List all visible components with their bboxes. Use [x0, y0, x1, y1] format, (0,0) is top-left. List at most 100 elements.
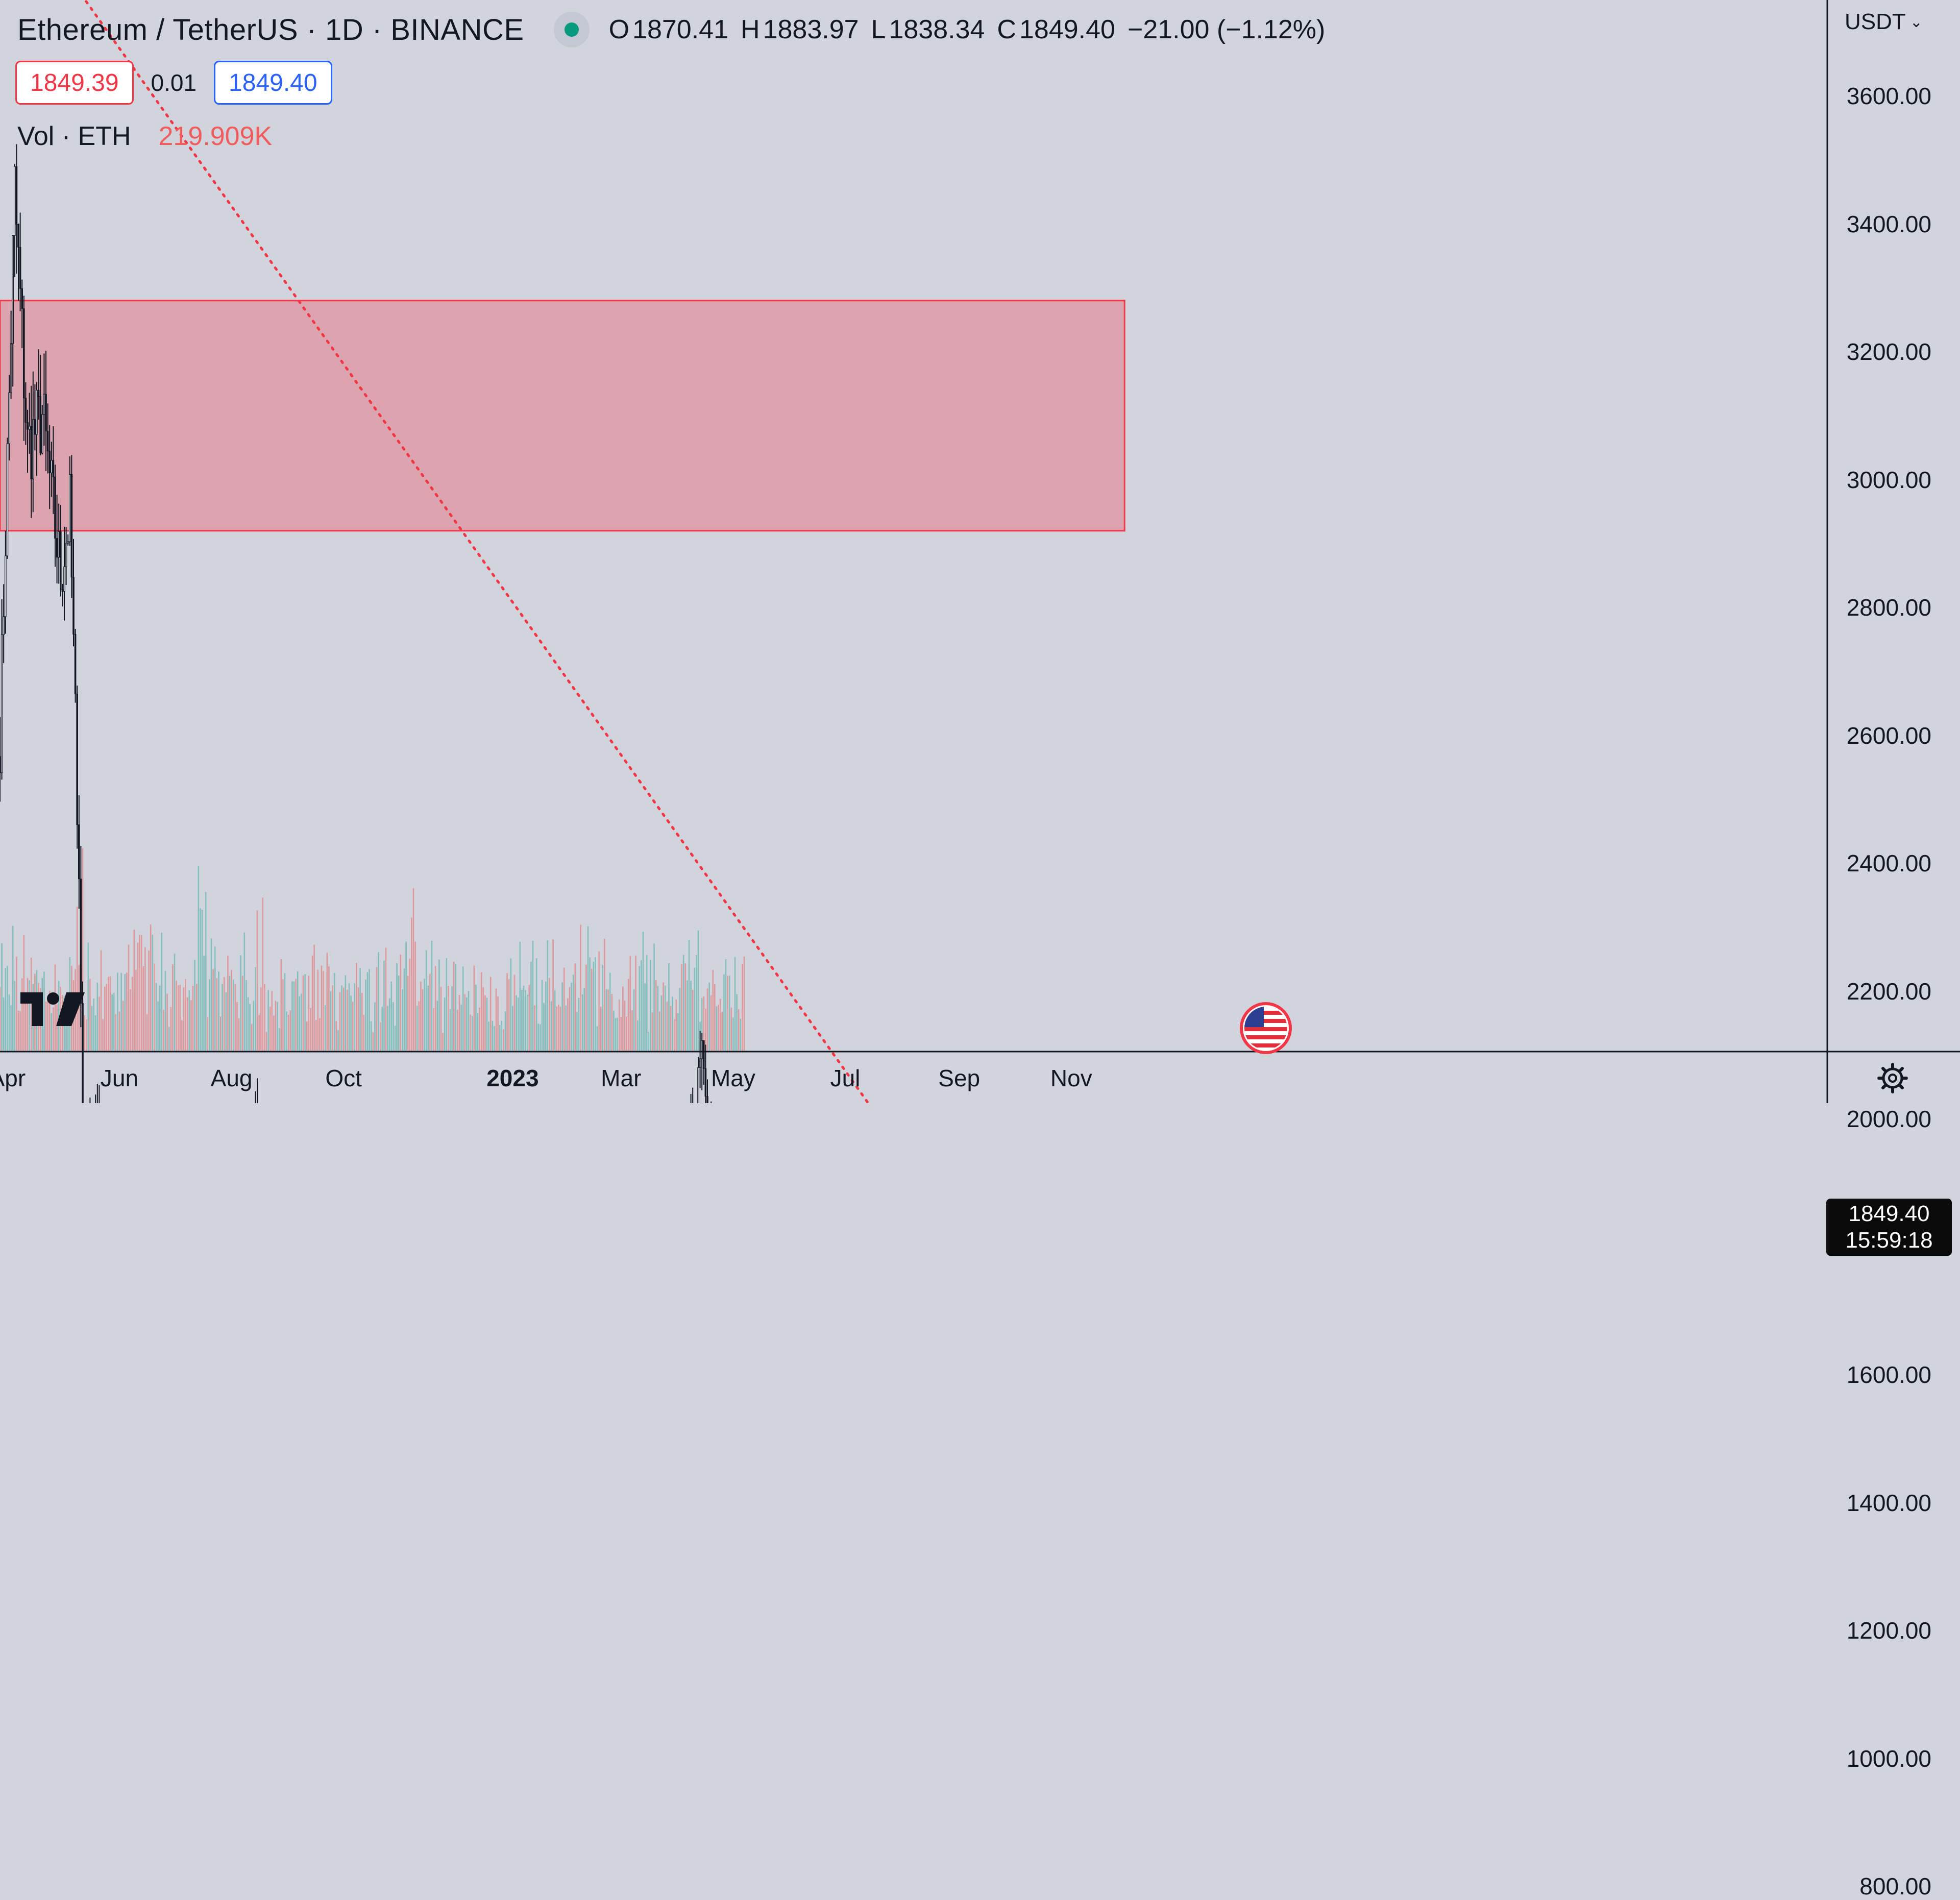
price-tick-label: 2200.00	[1846, 978, 1931, 1005]
candle-body	[28, 426, 31, 430]
candle-body	[48, 451, 51, 473]
candle-body	[703, 1040, 705, 1069]
tradingview-logo-icon[interactable]	[20, 992, 85, 1026]
candles	[0, 144, 712, 1103]
candle-body	[51, 460, 53, 473]
candle-body	[10, 343, 12, 393]
candle-body	[23, 308, 25, 399]
candle-body	[704, 1068, 707, 1097]
price-tick-label: 1000.00	[1846, 1745, 1931, 1772]
candle-body	[37, 389, 40, 397]
candle-body	[17, 224, 19, 248]
price-tick-label: 2400.00	[1846, 850, 1931, 876]
time-tick-label: Apr	[0, 1065, 26, 1091]
volume-bars	[0, 848, 745, 1051]
candle-body	[67, 541, 69, 544]
sell-button[interactable]: 1849.39	[15, 61, 134, 105]
ohlc-low: L 1838.34	[871, 15, 985, 44]
candle-body	[5, 555, 7, 617]
time-tick-label: Oct	[325, 1065, 362, 1091]
market-status-indicator[interactable]	[553, 12, 590, 47]
ohlc-open: O 1870.41	[608, 15, 728, 44]
time-tick-label: Jul	[830, 1065, 861, 1091]
price-tick-label: 1200.00	[1846, 1617, 1931, 1644]
last-price-value: 1849.40	[1848, 1201, 1930, 1226]
candle-body	[24, 398, 27, 423]
candle-body	[1, 634, 3, 773]
price-chart[interactable]	[0, 0, 1960, 1103]
ohlc-high: H 1883.97	[741, 15, 859, 44]
volume-label: Vol · ETH	[17, 121, 131, 151]
candle-body	[74, 634, 77, 695]
gear-icon[interactable]	[1877, 1063, 1908, 1093]
candle-body	[78, 824, 80, 880]
symbol-legend[interactable]: Ethereum / TetherUS · 1D · BINANCE O 1870…	[17, 10, 1325, 49]
bid-ask-panel: 1849.39 0.01 1849.40	[15, 60, 332, 105]
volume-value: 219.909K	[158, 121, 273, 151]
candle-body	[60, 531, 62, 590]
candle-body	[3, 616, 5, 635]
price-tick-label: 2800.00	[1846, 594, 1931, 621]
candle-body	[12, 235, 14, 344]
candle-body	[697, 1067, 699, 1103]
candle-body	[34, 419, 36, 435]
candle-body	[80, 879, 82, 1004]
candle-body	[72, 577, 75, 635]
candle-body	[82, 1003, 84, 1103]
price-tick-label: 1400.00	[1846, 1489, 1931, 1516]
candle-body	[30, 426, 33, 479]
candle-body	[701, 1040, 703, 1059]
us-flag-icon[interactable]	[1239, 1002, 1292, 1055]
currency-selector[interactable]: USDT ⌄	[1845, 9, 1923, 35]
candle-body	[70, 474, 73, 578]
candle-body	[14, 166, 16, 236]
candle-body	[706, 1096, 708, 1103]
time-tick-label: Mar	[601, 1065, 642, 1091]
candle-body	[699, 1058, 701, 1068]
trendline	[83, 0, 870, 1103]
price-tick-label: 2000.00	[1846, 1106, 1931, 1132]
candle-body	[45, 394, 47, 431]
price-tick-label: 800.00	[1859, 1873, 1931, 1899]
candle-body	[52, 460, 55, 477]
candle-body	[0, 756, 1, 773]
bar-countdown: 15:59:18	[1845, 1227, 1933, 1253]
candle-body	[32, 419, 34, 479]
price-tick-label: 1600.00	[1846, 1361, 1931, 1388]
zones	[0, 300, 1125, 532]
candle-body	[56, 538, 58, 558]
buy-button[interactable]: 1849.40	[214, 61, 332, 105]
candle-body	[63, 566, 65, 592]
red-zone	[0, 300, 1125, 532]
time-tick-label: Sep	[938, 1065, 981, 1091]
price-tick-label: 3200.00	[1846, 338, 1931, 365]
overlays	[83, 0, 870, 1103]
candle-body	[43, 394, 45, 415]
candle-body	[41, 414, 43, 454]
candle-body	[19, 247, 21, 289]
time-tick-label: Aug	[210, 1065, 253, 1091]
candle-body	[8, 392, 10, 444]
price-change: −21.00 (−1.12%)	[1127, 15, 1326, 44]
candle-body	[27, 422, 29, 430]
time-tick-label: Nov	[1050, 1065, 1092, 1091]
volume-legend[interactable]: Vol · ETH 219.909K	[17, 118, 272, 154]
candle-body	[54, 476, 56, 539]
symbol-title[interactable]: Ethereum / TetherUS · 1D · BINANCE	[17, 13, 524, 46]
price-tick-label: 3000.00	[1846, 466, 1931, 493]
price-tick-label: 3600.00	[1846, 83, 1931, 109]
candle-body	[36, 389, 38, 435]
time-tick-label: 2023	[486, 1065, 539, 1091]
last-price-tag: 1849.40 15:59:18	[1826, 1198, 1952, 1256]
chevron-down-icon: ⌄	[1909, 13, 1923, 31]
candle-body	[39, 396, 42, 454]
candle-body	[58, 531, 60, 558]
candle-body	[6, 443, 9, 556]
candle-body	[76, 694, 78, 825]
time-tick-label: Jun	[100, 1065, 139, 1091]
candle-body	[46, 430, 49, 452]
candle-body	[61, 589, 64, 592]
ohlc-close: C 1849.40	[997, 15, 1115, 44]
candle-body	[15, 166, 18, 225]
currency-label: USDT	[1845, 9, 1906, 34]
